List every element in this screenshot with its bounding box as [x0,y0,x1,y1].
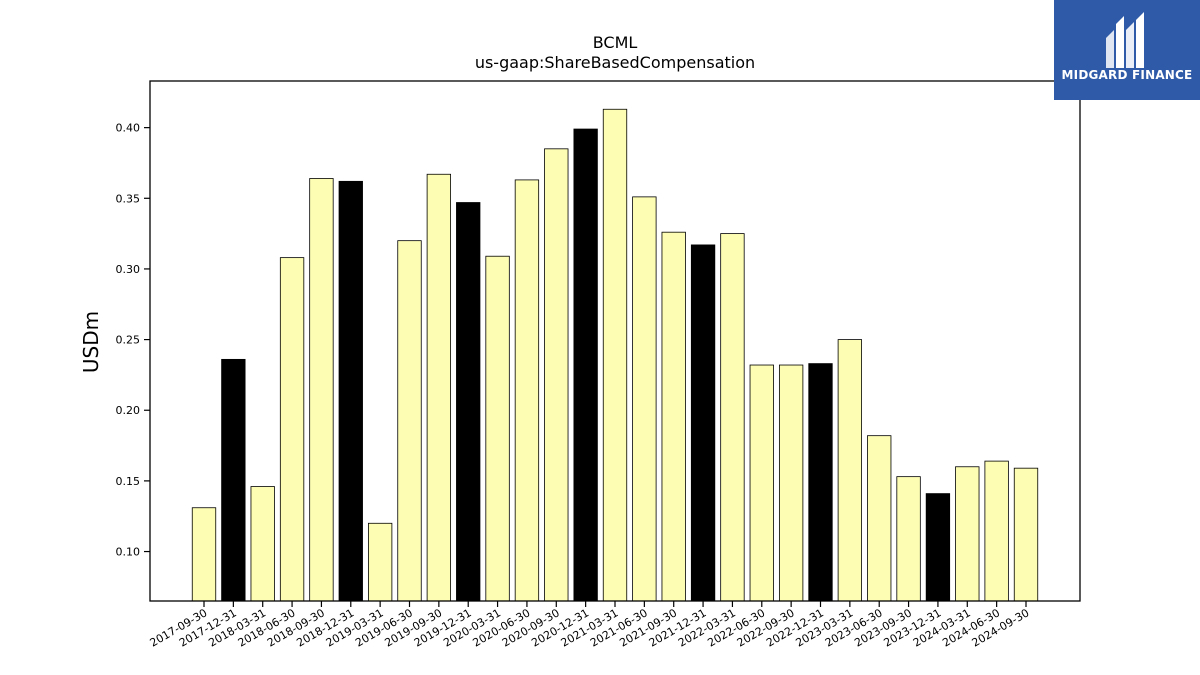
bar [749,364,774,602]
bar [279,257,305,602]
bar [661,231,686,602]
bar [367,522,393,602]
y-tick-label: 0.40 [116,122,141,135]
bar [602,108,628,602]
chart-subtitle: us-gaap:ShareBasedCompensation [475,53,755,72]
bar [191,507,217,602]
bar [485,255,510,602]
bar [984,460,1009,602]
y-tick-label: 0.35 [116,192,141,205]
bar [573,128,598,602]
brand-logo: MIDGARD FINANCE [1054,0,1200,100]
bar [690,244,716,602]
bar [250,486,275,602]
bar [338,180,363,602]
bar [867,435,892,602]
bar [309,178,334,602]
chart-title: BCML [593,33,638,52]
bar [1013,467,1039,602]
y-tick-label: 0.25 [116,334,141,347]
bar [632,196,657,602]
bar [397,240,422,602]
y-axis-label: USDm [79,311,103,373]
bar [955,466,980,602]
bar [778,364,804,602]
bar [837,339,863,602]
bar [514,179,540,602]
bar [925,493,951,602]
logo-mark-icon [1106,12,1144,68]
y-tick-label: 0.30 [116,263,141,276]
bar [896,476,921,602]
y-tick-label: 0.20 [116,404,141,417]
bar [808,363,833,602]
plot-frame [149,80,1081,602]
y-tick-label: 0.15 [116,475,141,488]
bar [221,358,246,602]
y-tick-label: 0.10 [116,546,141,559]
plot-area: 0.100.150.200.250.300.350.402017-09-3020… [116,108,1039,650]
bar [544,148,569,602]
bar [426,173,452,602]
logo-text: MIDGARD FINANCE [1061,68,1193,82]
bar [720,233,745,602]
bar [456,202,481,602]
